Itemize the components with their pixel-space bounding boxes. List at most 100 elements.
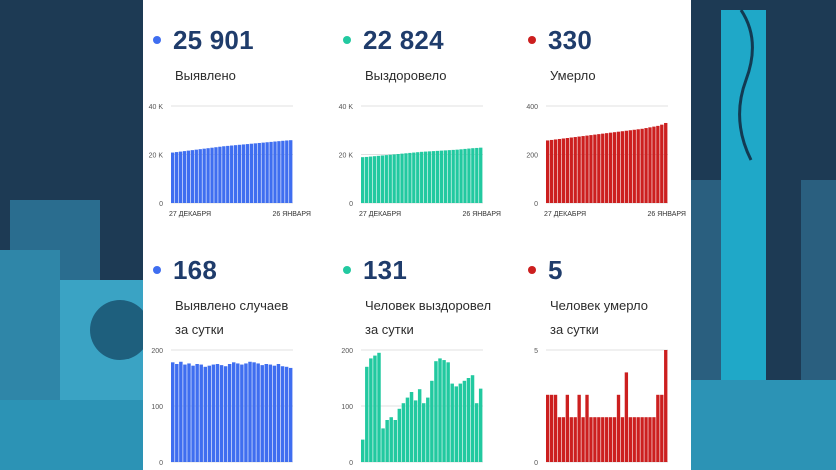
bar	[430, 380, 434, 462]
y-tick-label: 0	[349, 201, 353, 208]
y-tick-label: 0	[159, 201, 163, 208]
bar	[195, 364, 199, 462]
bar	[458, 383, 463, 462]
bar	[546, 140, 550, 203]
bar	[227, 364, 232, 462]
bar	[417, 389, 422, 462]
bar	[644, 417, 648, 462]
bar	[616, 131, 621, 203]
y-tick-label: 0	[534, 201, 538, 208]
bar	[601, 417, 605, 462]
y-tick-label: 20 K	[339, 153, 354, 160]
bar	[431, 151, 436, 203]
stat-value: 330	[548, 24, 592, 55]
bar	[664, 122, 668, 203]
bar	[475, 147, 479, 203]
bar	[573, 137, 577, 203]
bar	[179, 361, 183, 462]
bar	[459, 149, 463, 203]
bar	[426, 397, 430, 462]
bar	[577, 394, 581, 462]
bar	[389, 417, 393, 462]
stat-label: Выявлено	[175, 68, 236, 83]
bar	[223, 366, 228, 462]
bar	[462, 380, 467, 462]
bar	[244, 363, 248, 462]
bar	[652, 417, 656, 462]
bar	[557, 138, 562, 203]
bar	[400, 153, 404, 203]
bar	[265, 142, 269, 203]
y-tick-label: 5	[534, 348, 538, 355]
bar	[478, 388, 483, 462]
bar	[553, 394, 558, 462]
bar	[656, 394, 660, 462]
bar	[557, 417, 562, 462]
bar	[474, 403, 479, 462]
statistics-panel: 25 901 Выявлено 0 20 K 40 K 27 ДЕКАБРЯ 26 ЯН…	[143, 0, 691, 470]
bar	[178, 151, 183, 203]
bar	[171, 152, 175, 203]
city-illustration-left	[0, 200, 150, 470]
bar	[237, 144, 242, 203]
bar	[423, 151, 428, 203]
bar	[211, 364, 216, 462]
bar	[446, 362, 450, 462]
y-tick-label: 0	[349, 460, 353, 467]
bar	[664, 350, 668, 462]
bar	[194, 149, 198, 203]
bar	[624, 130, 629, 203]
bar	[569, 137, 573, 203]
bar	[624, 372, 629, 462]
bar	[470, 375, 475, 462]
bar	[186, 150, 191, 203]
bar	[454, 386, 458, 462]
bar	[206, 148, 210, 203]
bar	[589, 135, 593, 203]
bar	[174, 152, 179, 203]
bar	[593, 417, 597, 462]
bar	[364, 156, 369, 203]
bar	[232, 362, 236, 462]
bar	[373, 355, 377, 462]
bar	[199, 364, 203, 462]
bar	[577, 136, 581, 203]
bar	[285, 140, 289, 203]
bar	[183, 364, 187, 462]
x-tick-label-end: 26 ЯНВАРЯ	[647, 211, 686, 218]
bar	[435, 150, 440, 203]
x-tick-label-end: 26 ЯНВАРЯ	[462, 211, 501, 218]
bar	[612, 132, 617, 203]
bar	[605, 133, 609, 203]
bar	[401, 403, 406, 462]
stat-label: Выявлено случаев за сутки	[175, 298, 289, 337]
bar	[412, 152, 416, 203]
bar	[171, 362, 175, 462]
bar	[420, 151, 424, 203]
bar	[466, 378, 471, 462]
bar	[202, 148, 206, 203]
y-tick-label: 0	[159, 460, 163, 467]
bar	[241, 144, 246, 203]
bar	[644, 128, 648, 203]
bar	[413, 400, 418, 462]
bar	[190, 150, 195, 203]
y-tick-label: 100	[151, 404, 163, 411]
y-tick-label: 200	[151, 348, 163, 355]
bar	[605, 417, 609, 462]
bar	[384, 155, 388, 203]
bar	[589, 417, 593, 462]
bar	[245, 144, 250, 203]
green-dot-icon	[343, 36, 351, 44]
bar	[380, 155, 385, 203]
bar	[393, 420, 397, 462]
bar	[277, 141, 281, 203]
stat-value: 25 901	[173, 24, 254, 55]
bar	[272, 365, 277, 462]
bar	[396, 154, 400, 203]
y-tick-label: 100	[341, 404, 353, 411]
bar	[416, 152, 420, 203]
bar	[377, 352, 381, 462]
